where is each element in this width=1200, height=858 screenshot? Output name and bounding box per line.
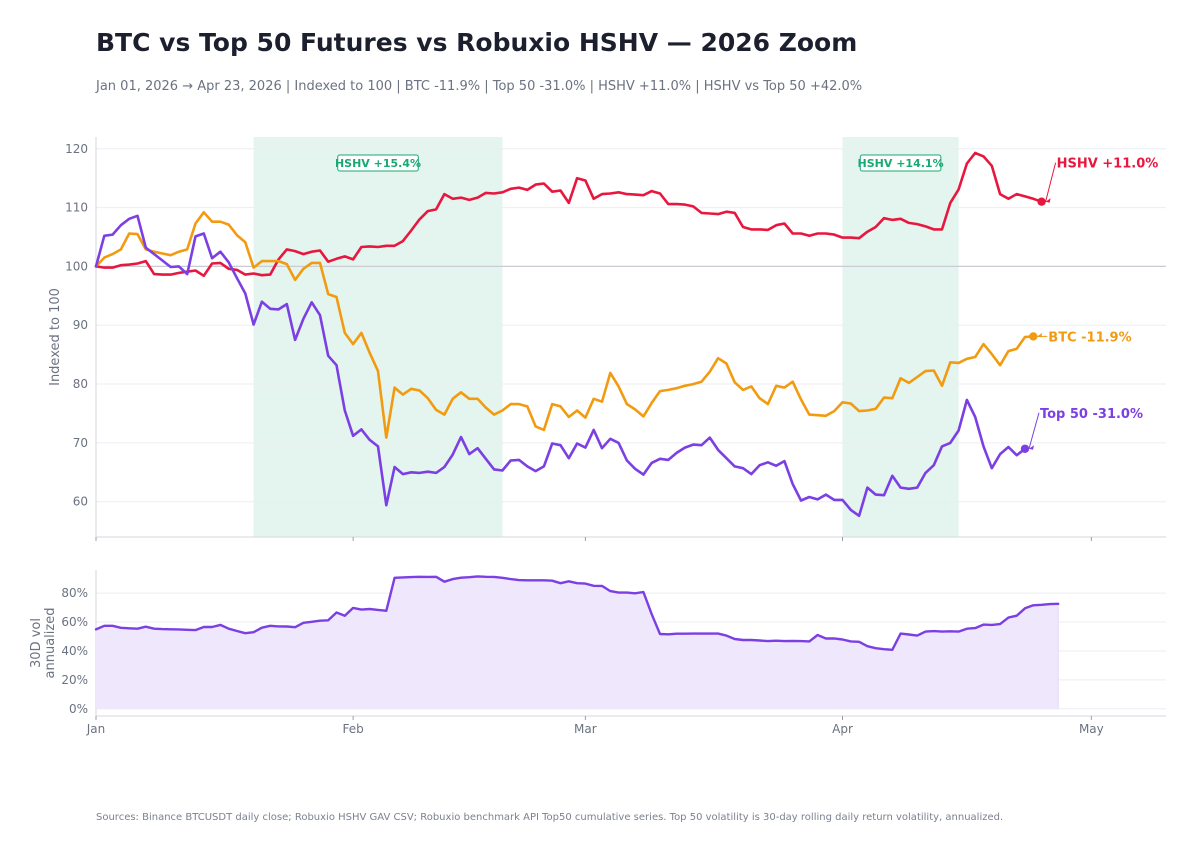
vol-y-tick-label-0: 0% bbox=[69, 702, 88, 716]
vol-y-tick-label-20: 20% bbox=[61, 673, 88, 687]
series-end-arrow-hshv bbox=[1045, 198, 1051, 203]
y-tick-label-120: 120 bbox=[65, 142, 88, 156]
y-tick-label-70: 70 bbox=[73, 436, 88, 450]
hshv-shaded-period-2 bbox=[842, 137, 959, 537]
y-tick-label-100: 100 bbox=[65, 259, 88, 273]
y-tick-label-60: 60 bbox=[73, 495, 88, 509]
series-line-btc bbox=[94, 211, 1035, 439]
series-end-label-top-50: Top 50 -31.0% bbox=[1040, 407, 1143, 422]
series-endpoint-hshv bbox=[1037, 197, 1046, 206]
x-tick-label-jan: Jan bbox=[86, 722, 106, 736]
series-end-arrow-btc bbox=[1037, 332, 1043, 338]
sources-footnote: Sources: Binance BTCUSDT daily close; Ro… bbox=[96, 812, 1004, 823]
series-end-label-hshv: HSHV +11.0% bbox=[1057, 157, 1159, 172]
series-end-connector-top-50 bbox=[1028, 412, 1040, 449]
chart-subtitle: Jan 01, 2026 → Apr 23, 2026 | Indexed to… bbox=[96, 79, 863, 94]
indexed-performance-chart: 60 70 80 90 100 110 120 Indexed to 100 HSHV +15.… bbox=[48, 137, 1166, 541]
shaded-label-box-1 bbox=[337, 154, 419, 172]
y-axis-label: Indexed to 100 bbox=[48, 288, 63, 386]
series-end-label-btc: BTC -11.9% bbox=[1048, 330, 1131, 345]
series-endpoint-top-50 bbox=[1020, 444, 1030, 453]
series-line-hshv bbox=[94, 151, 1043, 278]
x-tick-label-mar: Mar bbox=[574, 722, 597, 736]
vol-y-tick-label-60: 60% bbox=[61, 615, 88, 629]
series-end-arrow-top-50 bbox=[1028, 445, 1034, 450]
vol-y-axis-label: 30D volannualized bbox=[29, 608, 58, 679]
y-tick-label-80: 80 bbox=[73, 377, 88, 391]
x-tick-label-apr: Apr bbox=[832, 722, 853, 736]
vol-y-axis-label-line-2: annualized bbox=[43, 608, 58, 679]
series-endpoint-btc bbox=[1029, 332, 1038, 341]
vol-area-fill bbox=[96, 576, 1059, 709]
vol-y-axis-label-text: 30D volannualized bbox=[29, 608, 58, 679]
y-tick-label-110: 110 bbox=[65, 201, 88, 215]
series-line-top-50 bbox=[94, 214, 1027, 518]
x-tick-label-feb: Feb bbox=[343, 722, 364, 736]
shaded-period-label-1: HSHV +15.4% bbox=[335, 157, 421, 170]
series-end-connector-hshv bbox=[1045, 162, 1057, 202]
vol-y-tick-label-80: 80% bbox=[61, 586, 88, 600]
chart-title: BTC vs Top 50 Futures vs Robuxio HSHV — … bbox=[96, 28, 858, 57]
y-tick-label-90: 90 bbox=[73, 318, 88, 332]
vol-y-tick-label-40: 40% bbox=[61, 644, 88, 658]
x-tick-label-may: May bbox=[1079, 722, 1104, 736]
vol-series-line bbox=[94, 575, 1060, 651]
vol-y-axis-label-line-1: 30D vol bbox=[29, 618, 44, 668]
shaded-label-box-2 bbox=[859, 154, 942, 172]
shaded-period-label-2: HSHV +14.1% bbox=[858, 157, 944, 170]
